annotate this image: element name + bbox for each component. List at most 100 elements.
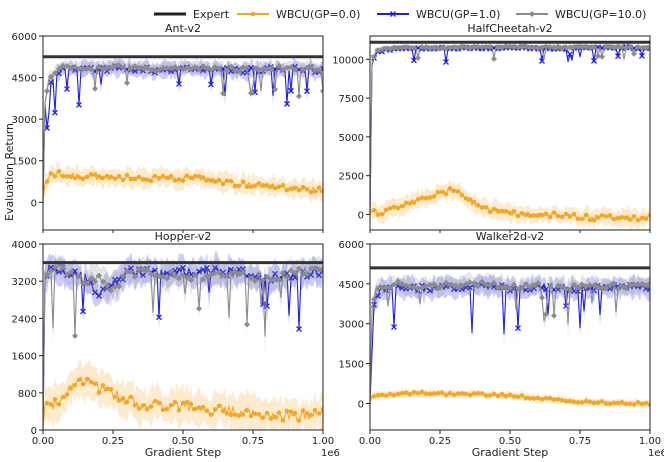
data-point <box>571 44 577 51</box>
data-point <box>595 53 601 60</box>
data-point <box>268 184 274 190</box>
data-point <box>96 292 102 299</box>
data-point <box>64 271 70 278</box>
data-point <box>395 278 401 285</box>
data-point <box>635 281 641 288</box>
data-point <box>591 282 597 289</box>
data-point <box>88 172 94 177</box>
data-point <box>232 67 238 74</box>
data-point <box>619 400 625 405</box>
data-point <box>623 401 629 406</box>
data-point <box>599 284 605 291</box>
data-point <box>491 391 497 397</box>
data-point <box>192 173 198 179</box>
data-point <box>72 175 78 181</box>
data-point <box>631 214 637 219</box>
data-point <box>260 183 266 188</box>
data-point <box>587 44 593 51</box>
data-point <box>643 216 649 222</box>
data-point <box>44 271 50 278</box>
data-point <box>156 400 162 406</box>
data-point <box>304 64 310 71</box>
data-point <box>423 391 429 396</box>
data-point <box>244 321 250 328</box>
data-point <box>252 183 258 188</box>
data-point <box>623 215 629 221</box>
data-point <box>543 211 549 217</box>
data-point <box>176 275 182 282</box>
data-point <box>288 186 294 191</box>
data-point <box>639 215 645 221</box>
data-point <box>120 273 126 280</box>
legend-item-gp0: WBCU(GP=0.0) <box>237 8 360 21</box>
data-point <box>563 303 569 310</box>
data-point <box>296 418 302 423</box>
data-point <box>232 183 238 189</box>
data-point <box>415 285 421 292</box>
data-point <box>495 208 501 214</box>
data-point <box>216 403 222 409</box>
data-point <box>84 376 90 382</box>
data-point <box>443 191 449 197</box>
data-point <box>320 87 323 94</box>
y-tick-label: 3000 <box>12 115 37 126</box>
data-point <box>168 402 174 408</box>
data-point <box>439 189 445 195</box>
data-point <box>256 66 262 73</box>
data-point <box>188 277 194 284</box>
data-point <box>304 411 310 416</box>
data-point <box>44 125 50 131</box>
y-tick-label: 4000 <box>12 240 37 251</box>
data-point <box>192 271 198 278</box>
data-point <box>312 407 318 413</box>
data-point <box>571 281 577 288</box>
data-point <box>276 62 282 69</box>
data-point <box>228 68 234 75</box>
data-point <box>603 214 609 219</box>
data-point <box>164 275 170 282</box>
y-tick-label: 10000 <box>332 55 364 66</box>
data-point <box>583 398 589 404</box>
data-point <box>407 283 413 290</box>
y-tick-label: 3200 <box>12 277 37 288</box>
data-point <box>571 399 577 405</box>
data-point <box>559 397 565 403</box>
data-point <box>112 176 118 181</box>
data-point <box>419 43 425 50</box>
data-point <box>208 412 214 417</box>
data-point <box>427 45 433 52</box>
data-point <box>639 52 645 59</box>
data-point <box>435 45 441 52</box>
data-point <box>280 270 286 277</box>
data-point <box>76 377 82 383</box>
data-point <box>407 44 413 51</box>
data-point <box>543 311 549 318</box>
data-point <box>52 264 58 271</box>
data-point <box>387 391 393 397</box>
data-point <box>383 45 389 52</box>
data-point <box>479 391 485 396</box>
legend-marker <box>390 11 396 17</box>
data-point <box>240 268 246 275</box>
data-point <box>248 90 254 97</box>
data-point <box>64 392 70 397</box>
data-point <box>459 43 465 50</box>
data-point <box>491 279 497 286</box>
data-point <box>304 88 310 95</box>
data-point <box>52 173 58 179</box>
data-point <box>407 392 413 397</box>
data-point <box>411 45 417 52</box>
legend-item-gp1: WBCU(GP=1.0) <box>377 8 500 21</box>
data-point <box>92 85 98 92</box>
data-point <box>304 187 310 192</box>
data-point <box>431 44 437 51</box>
y-tick-label: 4500 <box>12 74 37 85</box>
data-point <box>316 185 322 190</box>
data-point <box>200 266 206 273</box>
legend-label-gp10: WBCU(GP=10.0) <box>555 8 646 21</box>
data-point <box>220 181 226 187</box>
data-point <box>567 51 573 58</box>
data-point <box>511 394 517 399</box>
data-point <box>60 63 66 70</box>
